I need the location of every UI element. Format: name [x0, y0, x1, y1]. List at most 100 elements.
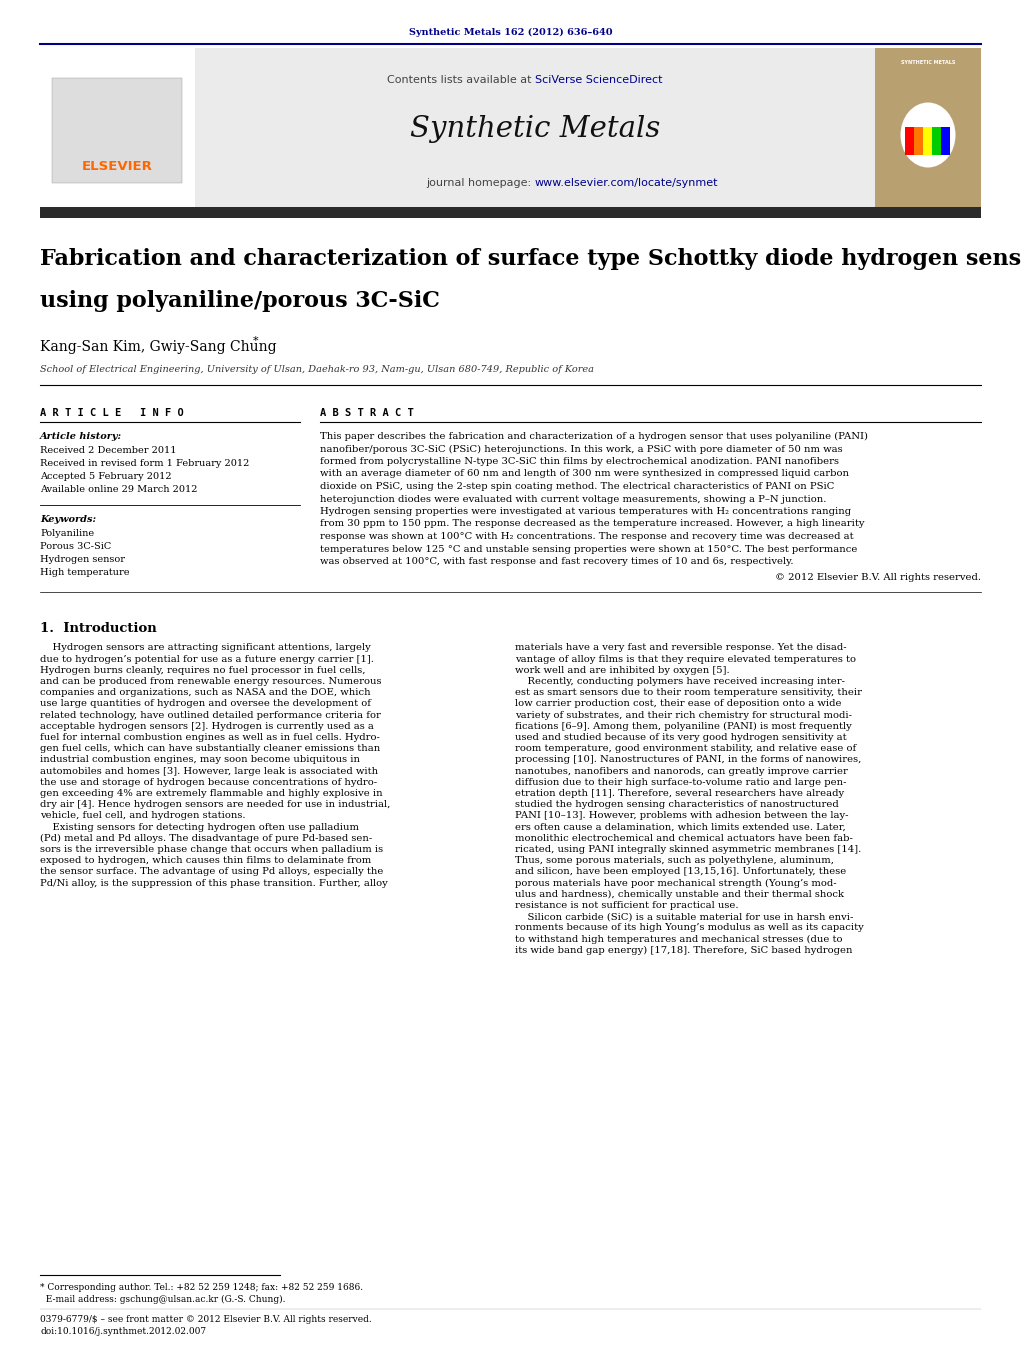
Bar [875, 49, 981, 209]
Text: 1.  Introduction: 1. Introduction [40, 621, 157, 635]
Text: Synthetic Metals 162 (2012) 636–640: Synthetic Metals 162 (2012) 636–640 [408, 28, 613, 36]
Bar [941, 127, 950, 155]
Text: used and studied because of its very good hydrogen sensitivity at: used and studied because of its very goo… [515, 734, 846, 742]
Text: A B S T R A C T: A B S T R A C T [320, 408, 414, 417]
Text: Hydrogen sensing properties were investigated at various temperatures with H₂ co: Hydrogen sensing properties were investi… [320, 507, 852, 516]
Text: sors is the irreversible phase change that occurs when palladium is: sors is the irreversible phase change th… [40, 846, 383, 854]
Text: and silicon, have been employed [13,15,16]. Unfortunately, these: and silicon, have been employed [13,15,1… [515, 867, 846, 877]
Text: Article history:: Article history: [40, 432, 123, 440]
Text: exposed to hydrogen, which causes thin films to delaminate from: exposed to hydrogen, which causes thin f… [40, 857, 372, 865]
Text: and can be produced from renewable energy resources. Numerous: and can be produced from renewable energ… [40, 677, 382, 686]
Text: formed from polycrystalline N-type 3C-SiC thin films by electrochemical anodizat: formed from polycrystalline N-type 3C-Si… [320, 457, 839, 466]
Text: A R T I C L E   I N F O: A R T I C L E I N F O [40, 408, 184, 417]
Text: Fabrication and characterization of surface type Schottky diode hydrogen sensor: Fabrication and characterization of surf… [40, 249, 1021, 270]
Bar [40, 49, 195, 209]
Bar [40, 207, 981, 218]
Text: variety of substrates, and their rich chemistry for structural modi-: variety of substrates, and their rich ch… [515, 711, 852, 720]
Text: ricated, using PANI integrally skinned asymmetric membranes [14].: ricated, using PANI integrally skinned a… [515, 846, 862, 854]
Text: E-mail address: gschung@ulsan.ac.kr (G.-S. Chung).: E-mail address: gschung@ulsan.ac.kr (G.-… [40, 1296, 286, 1304]
Text: Hydrogen sensor: Hydrogen sensor [40, 555, 125, 563]
Text: resistance is not sufficient for practical use.: resistance is not sufficient for practic… [515, 901, 738, 911]
Text: studied the hydrogen sensing characteristics of nanostructured: studied the hydrogen sensing characteris… [515, 800, 838, 809]
Text: nanotubes, nanofibers and nanorods, can greatly improve carrier: nanotubes, nanofibers and nanorods, can … [515, 767, 847, 775]
Bar [914, 127, 923, 155]
Text: SciVerse ScienceDirect: SciVerse ScienceDirect [535, 76, 663, 85]
Bar [905, 127, 914, 155]
Bar [923, 127, 932, 155]
Text: using polyaniline/porous 3C-SiC: using polyaniline/porous 3C-SiC [40, 290, 440, 312]
Text: Hydrogen sensors are attracting significant attentions, largely: Hydrogen sensors are attracting signific… [40, 643, 371, 653]
Text: with an average diameter of 60 nm and length of 300 nm were synthesized in compr: with an average diameter of 60 nm and le… [320, 470, 849, 478]
Text: Keywords:: Keywords: [40, 515, 96, 524]
Text: industrial combustion engines, may soon become ubiquitous in: industrial combustion engines, may soon … [40, 755, 360, 765]
Text: to withstand high temperatures and mechanical stresses (due to: to withstand high temperatures and mecha… [515, 935, 842, 944]
Text: dry air [4]. Hence hydrogen sensors are needed for use in industrial,: dry air [4]. Hence hydrogen sensors are … [40, 800, 390, 809]
Text: ers often cause a delamination, which limits extended use. Later,: ers often cause a delamination, which li… [515, 823, 845, 832]
Text: ulus and hardness), chemically unstable and their thermal shock: ulus and hardness), chemically unstable … [515, 890, 844, 898]
Text: Hydrogen burns cleanly, requires no fuel processor in fuel cells,: Hydrogen burns cleanly, requires no fuel… [40, 666, 366, 676]
Text: © 2012 Elsevier B.V. All rights reserved.: © 2012 Elsevier B.V. All rights reserved… [775, 574, 981, 582]
Text: heterojunction diodes were evaluated with current voltage measurements, showing : heterojunction diodes were evaluated wit… [320, 494, 826, 504]
Text: fications [6–9]. Among them, polyaniline (PANI) is most frequently: fications [6–9]. Among them, polyaniline… [515, 721, 852, 731]
Text: etration depth [11]. Therefore, several researchers have already: etration depth [11]. Therefore, several … [515, 789, 844, 798]
Text: This paper describes the fabrication and characterization of a hydrogen sensor t: This paper describes the fabrication and… [320, 432, 868, 442]
Text: processing [10]. Nanostructures of PANI, in the forms of nanowires,: processing [10]. Nanostructures of PANI,… [515, 755, 862, 765]
Text: nanofiber/porous 3C-SiC (PSiC) heterojunctions. In this work, a PSiC with pore d: nanofiber/porous 3C-SiC (PSiC) heterojun… [320, 444, 842, 454]
Text: Accepted 5 February 2012: Accepted 5 February 2012 [40, 471, 172, 481]
Text: Thus, some porous materials, such as polyethylene, aluminum,: Thus, some porous materials, such as pol… [515, 857, 834, 865]
Text: doi:10.1016/j.synthmet.2012.02.007: doi:10.1016/j.synthmet.2012.02.007 [40, 1327, 206, 1336]
Text: Received 2 December 2011: Received 2 December 2011 [40, 446, 177, 455]
Text: related technology, have outlined detailed performance criteria for: related technology, have outlined detail… [40, 711, 381, 720]
Text: companies and organizations, such as NASA and the DOE, which: companies and organizations, such as NAS… [40, 688, 371, 697]
Text: due to hydrogen’s potential for use as a future energy carrier [1].: due to hydrogen’s potential for use as a… [40, 655, 374, 663]
Text: * Corresponding author. Tel.: +82 52 259 1248; fax: +82 52 259 1686.: * Corresponding author. Tel.: +82 52 259… [40, 1283, 363, 1292]
Bar [52, 78, 182, 182]
Text: ELSEVIER: ELSEVIER [82, 159, 152, 173]
Text: gen exceeding 4% are extremely flammable and highly explosive in: gen exceeding 4% are extremely flammable… [40, 789, 383, 798]
Text: vantage of alloy films is that they require elevated temperatures to: vantage of alloy films is that they requ… [515, 655, 856, 663]
Text: Silicon carbide (SiC) is a suitable material for use in harsh envi-: Silicon carbide (SiC) is a suitable mate… [515, 912, 854, 921]
Text: monolithic electrochemical and chemical actuators have been fab-: monolithic electrochemical and chemical … [515, 834, 853, 843]
Text: low carrier production cost, their ease of deposition onto a wide: low carrier production cost, their ease … [515, 700, 841, 708]
Text: room temperature, good environment stability, and relative ease of: room temperature, good environment stabi… [515, 744, 857, 754]
Text: dioxide on PSiC, using the 2-step spin coating method. The electrical characteri: dioxide on PSiC, using the 2-step spin c… [320, 482, 834, 490]
Text: Kang-San Kim, Gwiy-Sang Chung: Kang-San Kim, Gwiy-Sang Chung [40, 340, 277, 354]
Bar [195, 49, 875, 209]
Text: was observed at 100°C, with fast response and fast recovery times of 10 and 6s, : was observed at 100°C, with fast respons… [320, 557, 793, 566]
Text: *: * [253, 336, 258, 346]
Text: the sensor surface. The advantage of using Pd alloys, especially the: the sensor surface. The advantage of usi… [40, 867, 383, 877]
Text: its wide band gap energy) [17,18]. Therefore, SiC based hydrogen: its wide band gap energy) [17,18]. There… [515, 946, 853, 955]
Text: fuel for internal combustion engines as well as in fuel cells. Hydro-: fuel for internal combustion engines as … [40, 734, 380, 742]
Text: automobiles and homes [3]. However, large leak is associated with: automobiles and homes [3]. However, larg… [40, 767, 378, 775]
Text: Contents lists available at: Contents lists available at [387, 76, 535, 85]
Text: ronments because of its high Young’s modulus as well as its capacity: ronments because of its high Young’s mod… [515, 924, 864, 932]
Text: journal homepage:: journal homepage: [427, 178, 535, 188]
Text: 0379-6779/$ – see front matter © 2012 Elsevier B.V. All rights reserved.: 0379-6779/$ – see front matter © 2012 El… [40, 1315, 372, 1324]
Text: acceptable hydrogen sensors [2]. Hydrogen is currently used as a: acceptable hydrogen sensors [2]. Hydroge… [40, 721, 374, 731]
Text: porous materials have poor mechanical strength (Young’s mod-: porous materials have poor mechanical st… [515, 878, 836, 888]
Text: (Pd) metal and Pd alloys. The disadvantage of pure Pd-based sen-: (Pd) metal and Pd alloys. The disadvanta… [40, 834, 373, 843]
Text: Polyaniline: Polyaniline [40, 530, 94, 538]
Text: vehicle, fuel cell, and hydrogen stations.: vehicle, fuel cell, and hydrogen station… [40, 812, 245, 820]
Text: Available online 29 March 2012: Available online 29 March 2012 [40, 485, 197, 494]
Text: Existing sensors for detecting hydrogen often use palladium: Existing sensors for detecting hydrogen … [40, 823, 359, 832]
Text: work well and are inhibited by oxygen [5].: work well and are inhibited by oxygen [5… [515, 666, 730, 676]
Text: Received in revised form 1 February 2012: Received in revised form 1 February 2012 [40, 459, 249, 467]
Text: Pd/Ni alloy, is the suppression of this phase transition. Further, alloy: Pd/Ni alloy, is the suppression of this … [40, 878, 388, 888]
Text: from 30 ppm to 150 ppm. The response decreased as the temperature increased. How: from 30 ppm to 150 ppm. The response dec… [320, 520, 865, 528]
Text: Synthetic Metals: Synthetic Metals [409, 115, 661, 143]
Text: Recently, conducting polymers have received increasing inter-: Recently, conducting polymers have recei… [515, 677, 845, 686]
Text: response was shown at 100°C with H₂ concentrations. The response and recovery ti: response was shown at 100°C with H₂ conc… [320, 532, 854, 540]
Text: the use and storage of hydrogen because concentrations of hydro-: the use and storage of hydrogen because … [40, 778, 377, 786]
Text: est as smart sensors due to their room temperature sensitivity, their: est as smart sensors due to their room t… [515, 688, 862, 697]
Text: PANI [10–13]. However, problems with adhesion between the lay-: PANI [10–13]. However, problems with adh… [515, 812, 848, 820]
Text: Porous 3C-SiC: Porous 3C-SiC [40, 542, 111, 551]
Text: High temperature: High temperature [40, 567, 130, 577]
Text: School of Electrical Engineering, University of Ulsan, Daehak-ro 93, Nam-gu, Uls: School of Electrical Engineering, Univer… [40, 365, 594, 374]
Text: use large quantities of hydrogen and oversee the development of: use large quantities of hydrogen and ove… [40, 700, 371, 708]
Text: materials have a very fast and reversible response. Yet the disad-: materials have a very fast and reversibl… [515, 643, 846, 653]
Text: www.elsevier.com/locate/synmet: www.elsevier.com/locate/synmet [535, 178, 719, 188]
Bar [932, 127, 941, 155]
Ellipse shape [901, 103, 956, 168]
Text: diffusion due to their high surface-to-volume ratio and large pen-: diffusion due to their high surface-to-v… [515, 778, 846, 786]
